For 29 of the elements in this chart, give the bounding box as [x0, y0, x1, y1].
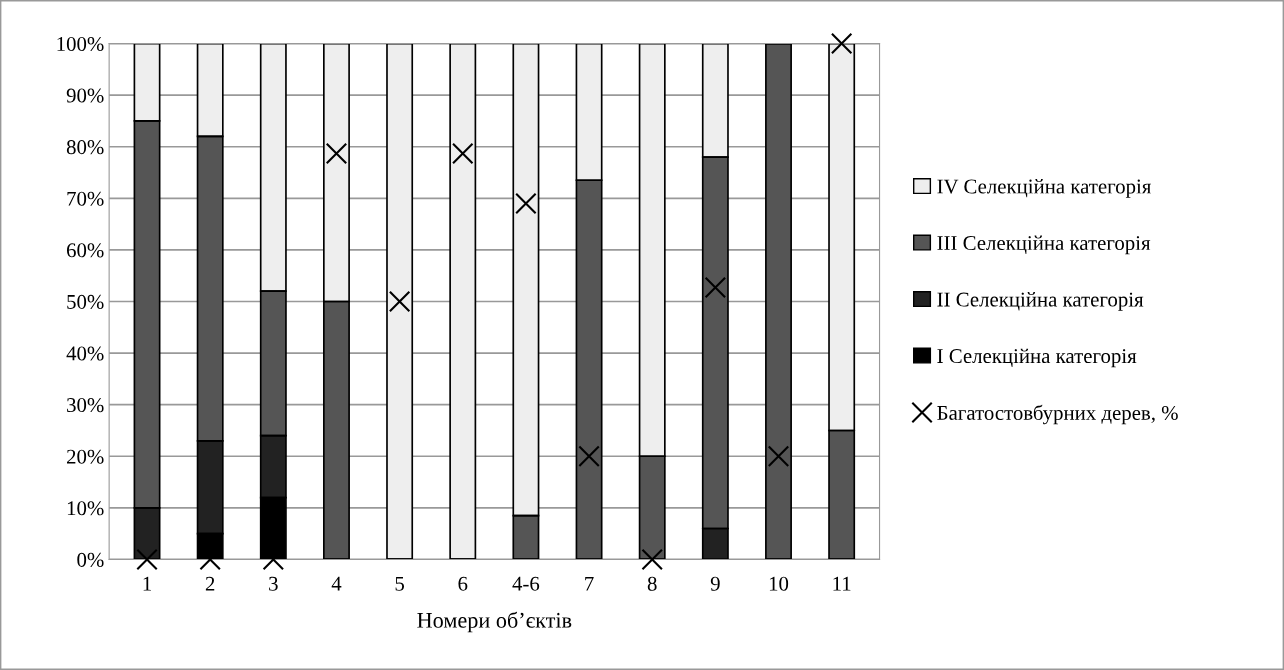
x-tick-label: 6	[458, 576, 468, 591]
y-tick-label: 80%	[66, 140, 104, 155]
legend-label: Багатостовбурних дерев, %	[937, 404, 1178, 425]
x-tick-label: 1	[143, 576, 151, 591]
x-axis-title: Номери об’єктів	[417, 611, 572, 633]
legend-label: III Селекційна категорія	[937, 235, 1151, 255]
y-tick-label: 30%	[67, 398, 104, 413]
x-tick-label: 11	[833, 576, 851, 591]
y-tick-label: 70%	[67, 191, 104, 206]
x-tick-label: 8	[647, 576, 657, 591]
x-tick-label: 10	[769, 576, 789, 591]
x-tick-label: 4-6	[512, 576, 540, 591]
x-tick-label: 7	[585, 576, 594, 591]
y-tick-label: 20%	[67, 449, 104, 464]
legend-label: II Селекційна категорія	[937, 292, 1144, 311]
y-tick-label: 40%	[66, 346, 104, 361]
y-tick-label: 50%	[67, 294, 104, 309]
legend-label: IV Селекційна категорія	[937, 179, 1152, 198]
x-tick-label: 5	[395, 576, 405, 591]
legend-label: I Селекційна категорія	[937, 348, 1137, 368]
x-tick-label: 3	[269, 576, 278, 591]
y-tick-label: 0%	[77, 552, 104, 567]
x-tick-label: 9	[710, 576, 720, 591]
y-tick-label: 100%	[57, 36, 104, 52]
y-tick-label: 90%	[66, 88, 104, 103]
y-tick-label: 10%	[67, 501, 104, 516]
x-tick-label: 4	[331, 576, 342, 591]
x-tick-label: 2	[205, 576, 215, 591]
y-tick-label: 60%	[66, 243, 104, 258]
